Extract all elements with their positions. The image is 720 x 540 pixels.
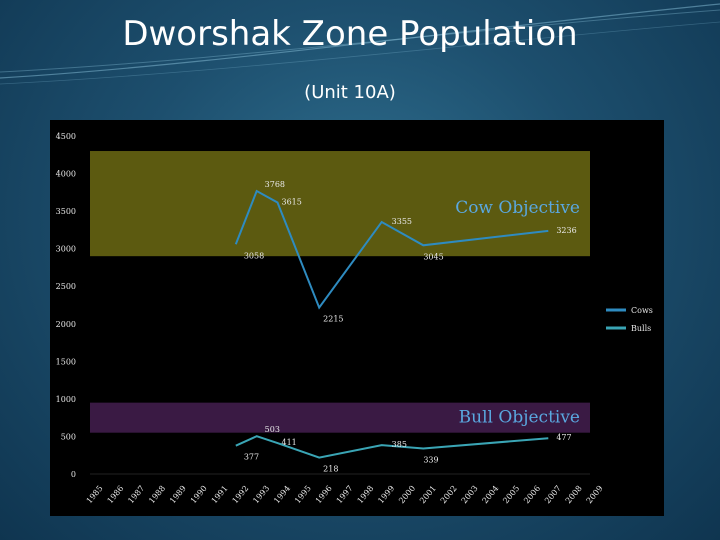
x-tick-label: 1994 bbox=[272, 484, 292, 505]
data-label: 3058 bbox=[244, 251, 264, 260]
x-tick-label: 1993 bbox=[251, 484, 271, 505]
slide-title: Dworshak Zone Population bbox=[122, 14, 578, 54]
y-tick-label: 2500 bbox=[56, 282, 76, 291]
x-tick-label: 2000 bbox=[397, 484, 417, 505]
population-chart: Cow Objective Bull Objective 0 500 1000 1500… bbox=[56, 132, 653, 505]
series-line-bulls bbox=[235, 435, 549, 459]
slide-subtitle: (Unit 10A) bbox=[304, 82, 396, 103]
x-tick-label: 1996 bbox=[314, 484, 334, 505]
data-label: 411 bbox=[282, 438, 297, 447]
data-label: 339 bbox=[423, 456, 438, 465]
x-tick-label: 2006 bbox=[522, 484, 542, 505]
x-tick-label: 2003 bbox=[460, 484, 480, 505]
series-line-cows bbox=[234, 189, 549, 310]
x-tick-label: 1988 bbox=[147, 484, 167, 505]
decorative-swoosh bbox=[0, 3, 720, 85]
x-tick-label: 2007 bbox=[543, 484, 563, 505]
x-tick-label: 2009 bbox=[585, 484, 605, 505]
x-tick-label: 1989 bbox=[168, 484, 188, 505]
x-tick-label: 2004 bbox=[480, 484, 500, 505]
y-tick-label: 2000 bbox=[56, 320, 76, 329]
data-label: 503 bbox=[265, 425, 280, 434]
data-label: 3355 bbox=[392, 217, 412, 226]
legend-label-cows: Cows bbox=[631, 306, 653, 315]
x-tick-label: 1990 bbox=[189, 484, 209, 505]
x-tick-label: 1991 bbox=[210, 484, 230, 505]
data-label: 2215 bbox=[323, 315, 343, 324]
data-label: 218 bbox=[323, 465, 338, 474]
y-tick-label: 4500 bbox=[56, 132, 76, 141]
data-label: 3615 bbox=[282, 197, 302, 206]
y-tick-label: 1000 bbox=[56, 395, 76, 404]
data-label: 3236 bbox=[556, 226, 576, 235]
objective-band-bull bbox=[90, 402, 590, 433]
x-tick-label: 1992 bbox=[230, 484, 250, 505]
data-label: 385 bbox=[392, 440, 407, 449]
x-tick-label: 2005 bbox=[501, 484, 521, 505]
legend-label-bulls: Bulls bbox=[631, 324, 651, 333]
x-tick-label: 1998 bbox=[355, 484, 375, 505]
data-label: 3768 bbox=[265, 180, 285, 189]
chart-area: Cow Objective Bull Objective 0 500 1000 1500… bbox=[50, 120, 664, 516]
y-tick-label: 500 bbox=[61, 432, 76, 441]
objective-band-cow bbox=[90, 151, 590, 257]
x-tick-label: 1997 bbox=[335, 484, 355, 505]
data-label: 477 bbox=[556, 433, 571, 442]
x-tick-label: 1985 bbox=[85, 484, 105, 505]
x-tick-label: 2001 bbox=[418, 484, 438, 505]
data-label: 377 bbox=[244, 453, 259, 462]
objective-label-cow: Cow Objective bbox=[455, 198, 580, 218]
y-tick-label: 0 bbox=[71, 470, 76, 479]
x-tick-label: 2008 bbox=[564, 484, 584, 505]
y-tick-label: 3500 bbox=[56, 207, 76, 216]
data-label: 3045 bbox=[423, 252, 443, 261]
x-tick-label: 1995 bbox=[293, 484, 313, 505]
x-tick-label: 1986 bbox=[105, 484, 125, 505]
x-tick-label: 2002 bbox=[439, 484, 459, 505]
y-tick-label: 3000 bbox=[56, 245, 76, 254]
objective-label-bull: Bull Objective bbox=[459, 408, 580, 428]
y-tick-label: 4000 bbox=[56, 170, 76, 179]
x-tick-label: 1999 bbox=[376, 484, 396, 505]
x-tick-label: 1987 bbox=[126, 484, 146, 505]
y-tick-label: 1500 bbox=[56, 357, 76, 366]
